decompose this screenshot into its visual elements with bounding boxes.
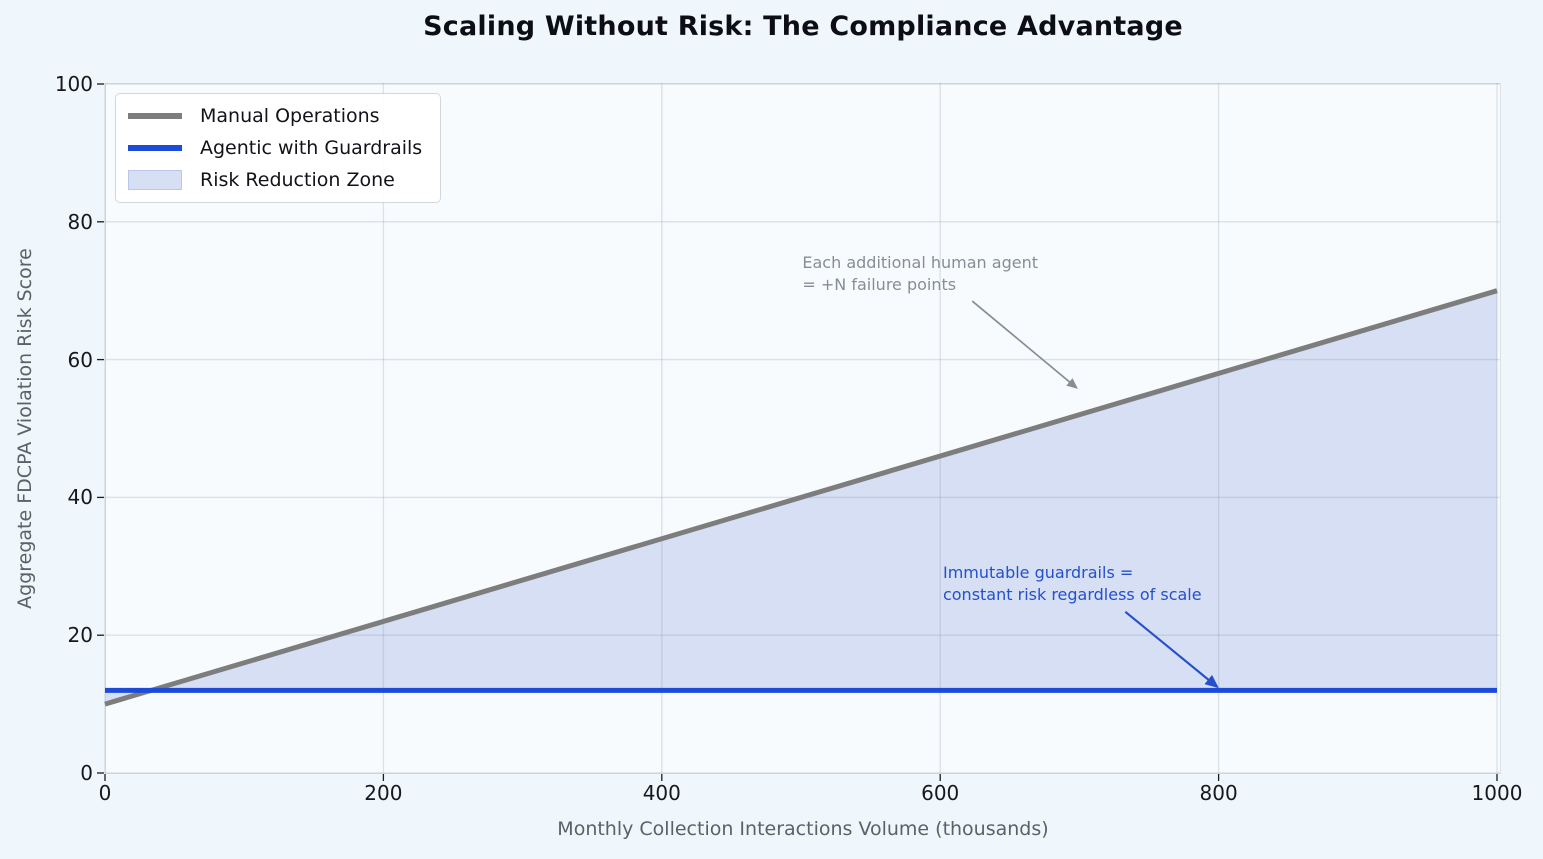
legend-swatch-icon (128, 145, 182, 151)
y-tick-label: 0 (80, 761, 93, 785)
legend-label: Risk Reduction Zone (200, 169, 395, 191)
annotation-arrow-1 (1124, 610, 1219, 689)
y-tick-label: 20 (67, 623, 93, 648)
x-tick-label: 600 (921, 781, 960, 805)
x-axis-label: Monthly Collection Interactions Volume (… (557, 818, 1049, 840)
legend-label: Manual Operations (200, 105, 380, 127)
annotation-arrow-0 (971, 300, 1078, 389)
legend-item-1: Agentic with Guardrails (128, 137, 422, 159)
y-tick-label: 80 (67, 209, 93, 234)
legend-item-0: Manual Operations (128, 105, 422, 127)
annotation-text-0: Each additional human agent = +N failure… (802, 253, 1038, 295)
annotation-text-1: Immutable guardrails = constant risk reg… (942, 563, 1202, 605)
x-tick-label: 1000 (1471, 781, 1523, 805)
y-tick-label: 60 (67, 347, 93, 372)
series-line-0 (104, 288, 1498, 707)
y-axis-label: Aggregate FDCPA Violation Risk Score (14, 248, 36, 609)
legend-label: Agentic with Guardrails (200, 137, 423, 159)
x-tick-label: 200 (364, 781, 403, 805)
legend-item-2: Risk Reduction Zone (128, 169, 422, 191)
x-tick-label: 800 (1199, 781, 1238, 805)
y-tick-label: 40 (67, 485, 93, 510)
legend-swatch-icon (128, 170, 182, 190)
legend-swatch-icon (128, 113, 182, 119)
legend: Manual Operations Agentic with Guardrails… (115, 93, 442, 203)
x-tick-label: 0 (98, 781, 112, 805)
x-tick-label: 400 (642, 781, 681, 805)
chart-title: Scaling Without Risk: The Compliance Adv… (423, 11, 1183, 42)
y-tick-label: 100 (54, 72, 93, 96)
